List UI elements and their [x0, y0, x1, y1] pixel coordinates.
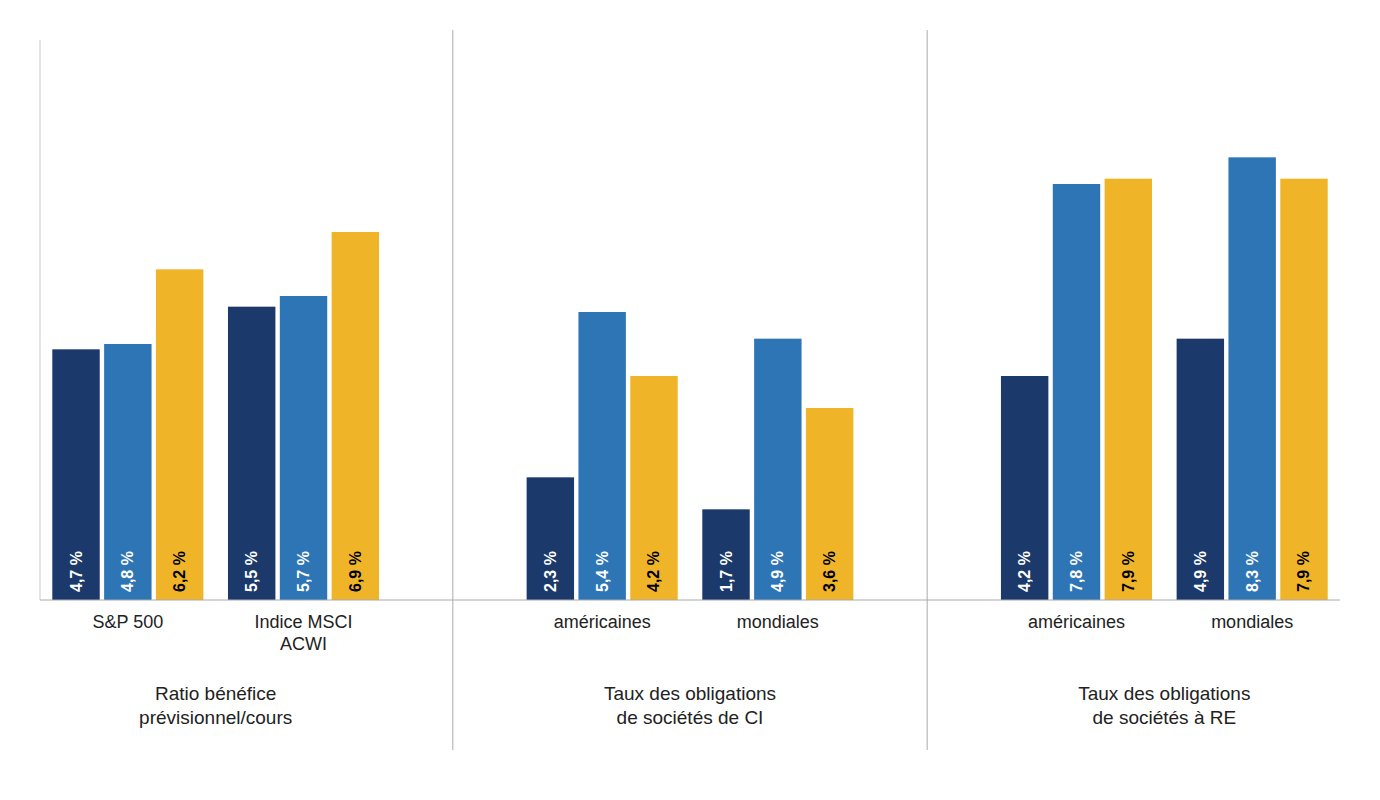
x-tick-label: mondiales — [1211, 612, 1293, 632]
section-divider — [927, 30, 928, 750]
bar — [702, 509, 749, 600]
data-label: 1,7 % — [718, 551, 735, 592]
bar — [630, 376, 677, 600]
data-label: 5,7 % — [295, 551, 312, 592]
data-label: 4,2 % — [645, 551, 662, 592]
bar — [104, 344, 151, 600]
bar — [228, 307, 275, 600]
data-label: 4,9 % — [1192, 551, 1209, 592]
x-tick-label: américaines — [554, 612, 651, 632]
x-tick-label: S&P 500 — [92, 612, 163, 632]
data-label: 8,3 % — [1244, 551, 1261, 592]
chart: 4,7 % 4,8 % 6,2 % 5,5 % 5,7 % 6,9 % 2,3 % 5,4 %… — [0, 0, 1380, 800]
data-label: 4,2 % — [1016, 551, 1033, 592]
data-label: 4,9 % — [769, 551, 786, 592]
bar — [578, 312, 625, 600]
data-labels: 4,7 % 4,8 % 6,2 % 5,5 % 5,7 % 6,9 % 2,3 % 5,4 %… — [68, 551, 1313, 592]
bar — [754, 339, 801, 600]
bar — [527, 477, 574, 600]
bar — [1105, 179, 1152, 600]
bar — [156, 269, 203, 600]
section-label: Taux des obligationsde sociétés à RE — [1078, 683, 1250, 728]
bar — [280, 296, 327, 600]
x-tick-label: Indice MSCIACWI — [254, 612, 352, 654]
bar — [806, 408, 853, 600]
bar — [332, 232, 379, 600]
section-label: Ratio bénéficeprévisionnel/cours — [139, 683, 292, 728]
data-label: 7,9 % — [1295, 551, 1312, 592]
data-label: 5,4 % — [594, 551, 611, 592]
bar — [1053, 184, 1100, 600]
data-label: 7,8 % — [1068, 551, 1085, 592]
data-label: 3,6 % — [821, 551, 838, 592]
data-label: 7,9 % — [1120, 551, 1137, 592]
bar — [52, 349, 99, 600]
data-label: 2,3 % — [542, 551, 559, 592]
data-label: 4,8 % — [119, 551, 136, 592]
section-divider — [452, 30, 453, 750]
y-axis-line — [40, 40, 41, 600]
bar — [1280, 179, 1327, 600]
x-tick-label: américaines — [1028, 612, 1125, 632]
data-label: 4,7 % — [68, 551, 85, 592]
section-label: Taux des obligationsde sociétés de CI — [604, 683, 776, 728]
x-axis-line — [40, 600, 1340, 601]
bar — [1228, 157, 1275, 600]
data-label: 6,2 % — [171, 551, 188, 592]
bars — [52, 157, 1327, 600]
data-label: 6,9 % — [347, 551, 364, 592]
bar — [1177, 339, 1224, 600]
x-tick-label: mondiales — [737, 612, 819, 632]
bar — [1001, 376, 1048, 600]
data-label: 5,5 % — [243, 551, 260, 592]
